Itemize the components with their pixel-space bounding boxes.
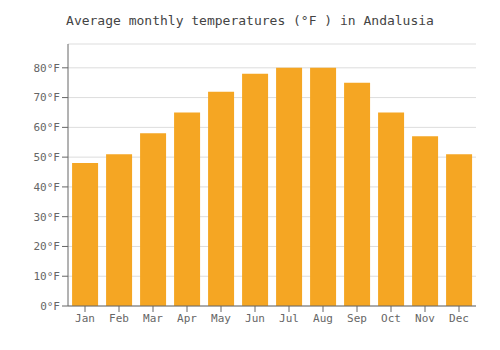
svg-text:50°F: 50°F <box>34 151 61 164</box>
svg-text:Oct: Oct <box>381 312 401 325</box>
svg-text:40°F: 40°F <box>34 181 61 194</box>
svg-text:Jun: Jun <box>245 312 265 325</box>
svg-text:0°F: 0°F <box>40 300 60 313</box>
svg-text:Jan: Jan <box>75 312 95 325</box>
svg-text:30°F: 30°F <box>34 211 61 224</box>
svg-text:Feb: Feb <box>109 312 129 325</box>
svg-text:10°F: 10°F <box>34 270 61 283</box>
html-text:Average monthly temperatures (: Average monthly temperatures (°F ) in An… <box>66 13 434 28</box>
svg-text:70°F: 70°F <box>34 91 61 104</box>
svg-text:Apr: Apr <box>177 312 197 325</box>
svg-text:Nov: Nov <box>415 312 435 325</box>
svg-text:Dec: Dec <box>449 312 469 325</box>
svg-text:Jul: Jul <box>279 312 299 325</box>
svg-text:Sep: Sep <box>347 312 367 325</box>
svg-text:20°F: 20°F <box>34 240 61 253</box>
svg-text:Aug: Aug <box>313 312 333 325</box>
svg-text:80°F: 80°F <box>34 62 61 75</box>
svg-text:Mar: Mar <box>143 312 163 325</box>
svg-text:60°F: 60°F <box>34 121 61 134</box>
svg-text:May: May <box>211 312 231 325</box>
